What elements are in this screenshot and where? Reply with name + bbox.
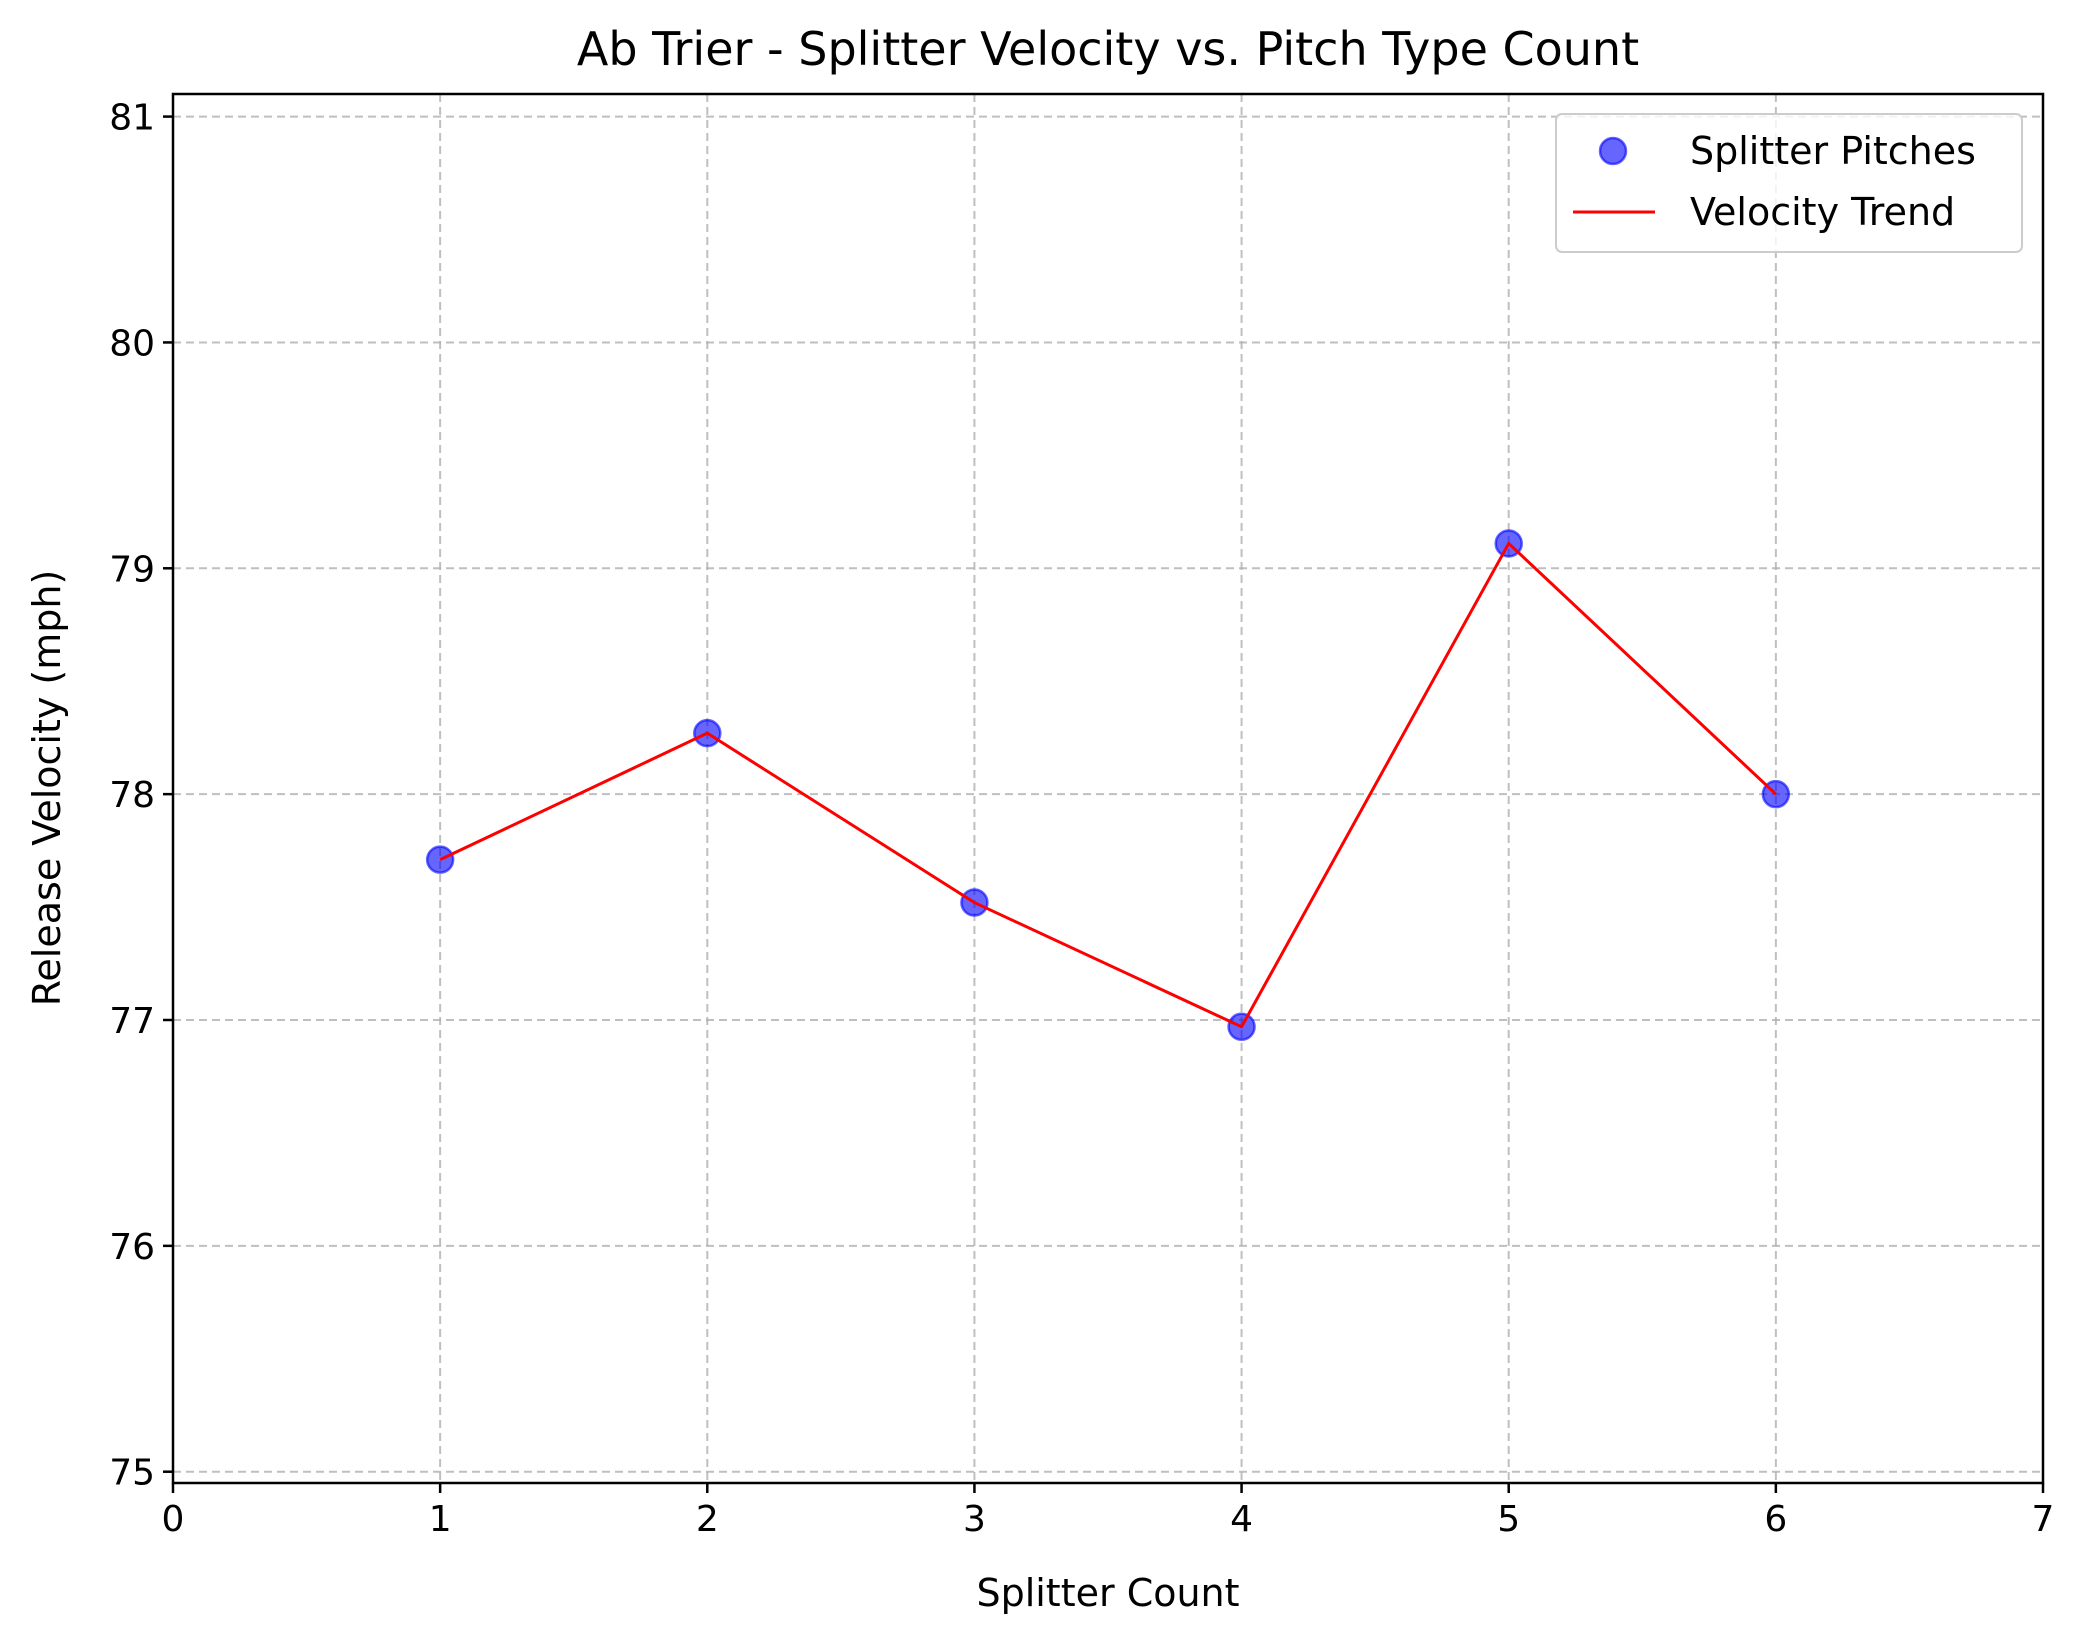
y-tick-label: 76 [109, 1227, 155, 1268]
x-tick-label: 6 [1764, 1499, 1787, 1540]
y-tick-label: 79 [109, 549, 155, 590]
axes-frame [171, 92, 2045, 1485]
grid-lines [172, 94, 2044, 1483]
y-tick-label: 75 [109, 1453, 155, 1494]
chart-title: Ab Trier - Splitter Velocity vs. Pitch T… [577, 22, 1639, 76]
legend-scatter-marker [1598, 136, 1628, 166]
y-axis-label: Release Velocity (mph) [25, 570, 69, 1007]
x-tick-label: 7 [2032, 1499, 2055, 1540]
axis-ticks: 0 1 2 3 4 5 6 7 75 76 77 78 79 80 81 [109, 98, 2054, 1540]
legend-label-splitter-pitches: Splitter Pitches [1690, 129, 1976, 173]
x-axis-label: Splitter Count [976, 1571, 1239, 1615]
x-tick-label: 1 [429, 1499, 452, 1540]
x-tick-label: 4 [1230, 1499, 1253, 1540]
y-tick-label: 78 [109, 775, 155, 816]
legend-label-velocity-trend: Velocity Trend [1690, 190, 1955, 234]
legend: Splitter Pitches Velocity Trend [1555, 113, 2023, 253]
plot-area [425, 529, 1791, 1042]
x-tick-label: 3 [963, 1499, 986, 1540]
y-tick-label: 81 [109, 98, 155, 139]
velocity-trend-line [439, 541, 1777, 1029]
x-tick-label: 2 [696, 1499, 719, 1540]
legend-box [1555, 113, 2023, 253]
x-tick-label: 0 [162, 1499, 185, 1540]
y-tick-label: 77 [109, 1001, 155, 1042]
y-tick-label: 80 [109, 323, 155, 364]
x-tick-label: 5 [1497, 1499, 1520, 1540]
